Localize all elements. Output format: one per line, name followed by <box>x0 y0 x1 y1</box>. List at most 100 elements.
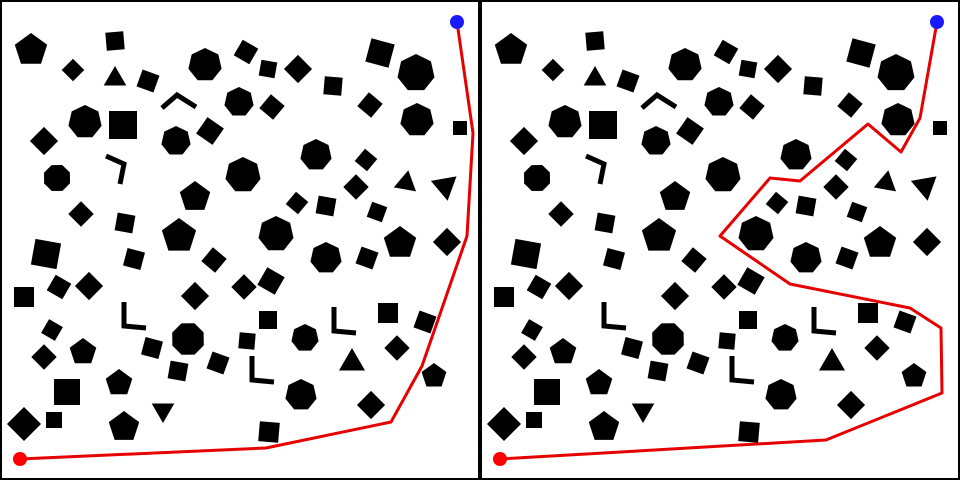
square-obstacle <box>526 274 552 300</box>
square-obstacle <box>365 38 395 68</box>
heptagon-obstacle <box>877 54 915 91</box>
square-obstacle <box>74 271 104 301</box>
heptagon-obstacle <box>738 216 774 251</box>
square-obstacle <box>31 344 57 370</box>
heptagon-obstacle <box>224 87 254 116</box>
square-obstacle <box>68 201 94 227</box>
pentagon-obstacle <box>383 226 417 257</box>
pentagon-obstacle <box>14 33 48 64</box>
angle-obstacle <box>729 356 755 385</box>
square-obstacle <box>511 344 537 370</box>
square-obstacle <box>356 390 386 420</box>
square-obstacle <box>30 238 62 270</box>
square-obstacle <box>858 303 878 323</box>
square-obstacle <box>837 92 863 118</box>
angle-obstacle <box>160 91 198 110</box>
square-obstacle <box>196 117 224 145</box>
angle-obstacle <box>640 91 678 110</box>
heptagon-obstacle <box>780 139 812 170</box>
octagon-obstacle <box>44 165 70 191</box>
square-obstacle <box>41 319 63 341</box>
heptagon-obstacle <box>641 126 671 155</box>
planned-path <box>499 21 944 461</box>
square-obstacle <box>933 121 947 135</box>
square-obstacle <box>738 421 760 443</box>
heptagon-obstacle <box>790 242 822 273</box>
square-obstacle <box>46 412 62 428</box>
square-obstacle <box>258 59 278 79</box>
heptagon-obstacle <box>397 54 435 91</box>
square-obstacle <box>589 111 617 139</box>
pentagon-obstacle <box>659 181 691 210</box>
square-obstacle <box>739 94 765 120</box>
square-obstacle <box>713 39 739 65</box>
triangle-obstacle <box>631 403 655 423</box>
square-obstacle <box>432 227 462 257</box>
heptagon-obstacle <box>310 242 342 273</box>
square-obstacle <box>114 212 136 234</box>
square-obstacle <box>585 31 605 51</box>
square-obstacle <box>676 117 704 145</box>
angle-obstacle <box>601 302 627 331</box>
square-obstacle <box>534 379 560 405</box>
square-obstacle <box>105 31 125 51</box>
square-obstacle <box>738 59 758 79</box>
start-marker <box>493 452 507 466</box>
square-obstacle <box>763 54 793 84</box>
square-obstacle <box>660 281 690 311</box>
square-obstacle <box>803 76 823 96</box>
square-obstacle <box>123 248 145 270</box>
heptagon-obstacle <box>300 139 332 170</box>
square-obstacle <box>487 407 521 441</box>
heptagon-obstacle <box>68 105 102 138</box>
square-obstacle <box>54 379 80 405</box>
square-obstacle <box>681 247 707 273</box>
square-obstacle <box>846 38 876 68</box>
square-obstacle <box>136 69 160 93</box>
square-obstacle <box>231 274 257 300</box>
square-obstacle <box>257 267 285 295</box>
pentagon-obstacle <box>69 338 97 364</box>
angle-obstacle <box>811 307 837 336</box>
pentagon-obstacle <box>863 226 897 257</box>
heptagon-obstacle <box>188 48 222 81</box>
start-marker <box>13 452 27 466</box>
square-obstacle <box>354 148 378 172</box>
square-obstacle <box>494 287 514 307</box>
square-obstacle <box>893 310 917 334</box>
square-obstacle <box>616 69 640 93</box>
square-obstacle <box>206 351 230 375</box>
square-obstacle <box>864 335 890 361</box>
angle-obstacle <box>331 307 357 336</box>
square-obstacle <box>835 246 859 270</box>
triangle-obstacle <box>910 176 937 201</box>
triangle-obstacle <box>393 170 416 192</box>
heptagon-obstacle <box>225 157 261 192</box>
square-obstacle <box>912 227 942 257</box>
goal-marker <box>450 15 464 29</box>
heptagon-obstacle <box>291 324 319 351</box>
square-obstacle <box>647 360 669 382</box>
angle-obstacle <box>249 356 275 385</box>
triangle-obstacle <box>430 176 457 201</box>
triangle-obstacle <box>339 348 365 371</box>
heptagon-obstacle <box>704 87 734 116</box>
square-obstacle <box>846 201 868 223</box>
square-obstacle <box>167 360 189 382</box>
square-obstacle <box>686 351 710 375</box>
heptagon-obstacle <box>400 103 434 136</box>
square-obstacle <box>46 274 72 300</box>
square-obstacle <box>718 332 736 350</box>
triangle-obstacle <box>151 403 175 423</box>
pentagon-obstacle <box>179 181 211 210</box>
square-obstacle <box>7 407 41 441</box>
triangle-obstacle <box>873 170 896 192</box>
square-obstacle <box>14 287 34 307</box>
square-obstacle <box>413 310 437 334</box>
square-obstacle <box>238 332 256 350</box>
octagon-obstacle <box>172 323 204 355</box>
square-obstacle <box>61 58 85 82</box>
square-obstacle <box>233 39 259 65</box>
